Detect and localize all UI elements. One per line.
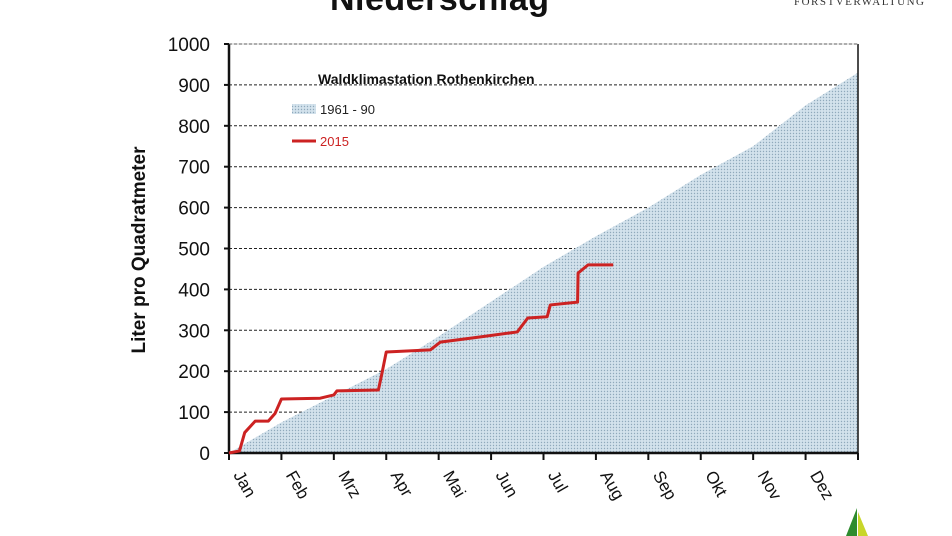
y-tick-label: 100 [178,403,210,424]
leaf-logo [846,508,868,536]
y-tick-label: 800 [178,117,210,138]
y-tick-label: 1000 [168,35,210,56]
organization-logo-text: FORSTVERWALTUNG [794,0,926,8]
x-tick-label: Apr [387,468,417,501]
chart-title: Niederschlag [330,0,550,19]
x-tick-label: Nov [754,468,786,504]
legend-label-2015: 2015 [320,134,349,149]
x-tick-label: Feb [282,468,313,503]
y-tick-label: 900 [178,76,210,97]
y-tick-label: 300 [178,321,210,342]
x-tick-label: Okt [701,468,731,501]
x-tick-label: Jan [230,468,260,501]
legend-label-1961-90: 1961 - 90 [320,102,375,117]
x-tick-label: Mai [439,468,469,501]
y-tick-label: 400 [178,280,210,301]
x-tick-label: Aug [596,468,628,504]
line-2015 [228,263,614,455]
legend-title: Waldklimastation Rothenkirchen [318,71,535,87]
x-tick-label: Mrz [334,468,365,502]
x-tick-label: Jun [492,468,522,501]
y-tick-label: 200 [178,362,210,383]
y-tick-label: 0 [199,444,210,465]
legend-swatch-1961-90 [292,104,316,114]
y-tick-label: 700 [178,158,210,179]
y-tick-label: 500 [178,240,210,261]
x-tick-label: Jul [544,468,571,496]
x-tick-label: Sep [649,468,681,504]
x-tick-label: Dez [806,468,838,504]
y-tick-label: 600 [178,199,210,220]
area-1961-90 [229,72,858,453]
